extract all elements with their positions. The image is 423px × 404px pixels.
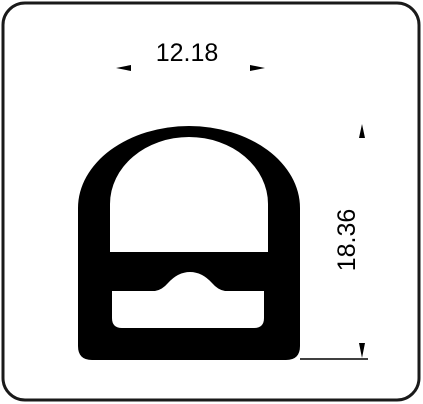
height-label: 18.36	[333, 209, 361, 272]
width-label: 12.18	[156, 39, 219, 67]
